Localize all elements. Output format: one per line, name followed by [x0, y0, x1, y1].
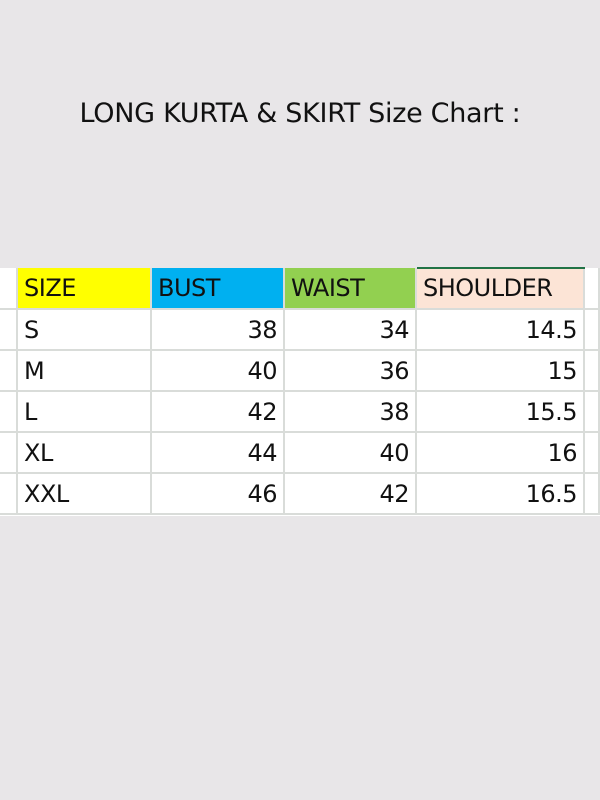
- header-cell[interactable]: WAIST: [285, 268, 417, 310]
- table-cell[interactable]: 38: [285, 392, 417, 433]
- empty-cell[interactable]: [0, 351, 18, 392]
- selection-border: [417, 267, 585, 269]
- table-cell[interactable]: 40: [285, 433, 417, 474]
- table-cell[interactable]: 14.5: [417, 310, 585, 351]
- table-cell[interactable]: 44: [152, 433, 285, 474]
- empty-cell[interactable]: [585, 310, 600, 351]
- table-cell[interactable]: 42: [152, 392, 285, 433]
- table-cell[interactable]: 36: [285, 351, 417, 392]
- table-cell[interactable]: 16.5: [417, 474, 585, 515]
- empty-cell[interactable]: [585, 474, 600, 515]
- table-cell[interactable]: XXL: [18, 474, 152, 515]
- table-cell[interactable]: 46: [152, 474, 285, 515]
- empty-cell[interactable]: [0, 268, 18, 310]
- header-cell[interactable]: SIZE: [18, 268, 152, 310]
- table-cell[interactable]: S: [18, 310, 152, 351]
- empty-cell[interactable]: [585, 392, 600, 433]
- header-cell[interactable]: SHOULDER: [417, 268, 585, 310]
- table-cell[interactable]: 34: [285, 310, 417, 351]
- empty-cell[interactable]: [0, 433, 18, 474]
- table-cell[interactable]: 15: [417, 351, 585, 392]
- table-cell[interactable]: 38: [152, 310, 285, 351]
- empty-cell[interactable]: [0, 310, 18, 351]
- table-cell[interactable]: 15.5: [417, 392, 585, 433]
- table-cell[interactable]: M: [18, 351, 152, 392]
- table-cell[interactable]: 40: [152, 351, 285, 392]
- table-cell[interactable]: XL: [18, 433, 152, 474]
- page-title: LONG KURTA & SKIRT Size Chart :: [79, 98, 521, 129]
- empty-cell[interactable]: [0, 392, 18, 433]
- table-cell[interactable]: 16: [417, 433, 585, 474]
- empty-cell[interactable]: [585, 268, 600, 310]
- size-chart-table: SIZE BUST WAIST SHOULDER S 38 34 14.5 M 40 36 15 L 42…: [0, 268, 600, 516]
- header-cell[interactable]: BUST: [152, 268, 285, 310]
- empty-cell[interactable]: [585, 351, 600, 392]
- table-cell[interactable]: L: [18, 392, 152, 433]
- table-cell[interactable]: 42: [285, 474, 417, 515]
- empty-cell[interactable]: [0, 474, 18, 515]
- empty-cell[interactable]: [585, 433, 600, 474]
